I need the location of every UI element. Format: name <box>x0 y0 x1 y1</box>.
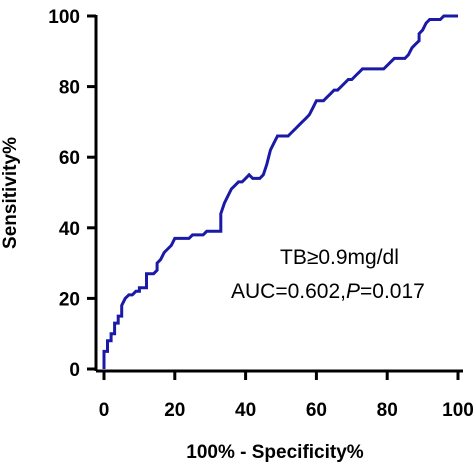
axis-ticks <box>87 14 460 380</box>
x-tick-label: 40 <box>235 400 256 421</box>
annotation-auc: AUC=0.602,P=0.017 <box>231 280 425 303</box>
annotation-p-value: =0.017 <box>360 280 425 303</box>
x-axis-title: 100% - Specificity% <box>186 442 364 463</box>
x-tick-label: 60 <box>306 400 327 421</box>
y-tick-label: 80 <box>59 78 80 99</box>
y-tick-label: 60 <box>59 148 80 169</box>
axis-tick-labels: 0 20 40 60 80 100 0 20 40 60 80 100 <box>48 7 474 421</box>
y-axis-title: Sensitivity% <box>0 137 21 249</box>
x-tick-label: 0 <box>99 400 110 421</box>
y-tick-label: 0 <box>69 360 80 381</box>
roc-curve-line <box>102 14 458 369</box>
x-tick-label: 20 <box>164 400 185 421</box>
annotation-auc-value: AUC=0.602, <box>231 280 346 303</box>
x-tick-label: 100 <box>442 400 474 421</box>
x-tick-label: 80 <box>377 400 398 421</box>
annotation-threshold: TB≥0.9mg/dl <box>280 246 399 269</box>
y-tick-label: 100 <box>48 7 80 28</box>
y-tick-label: 20 <box>59 289 80 310</box>
annotation-p-label: P <box>346 280 360 303</box>
y-tick-label: 40 <box>59 219 80 240</box>
